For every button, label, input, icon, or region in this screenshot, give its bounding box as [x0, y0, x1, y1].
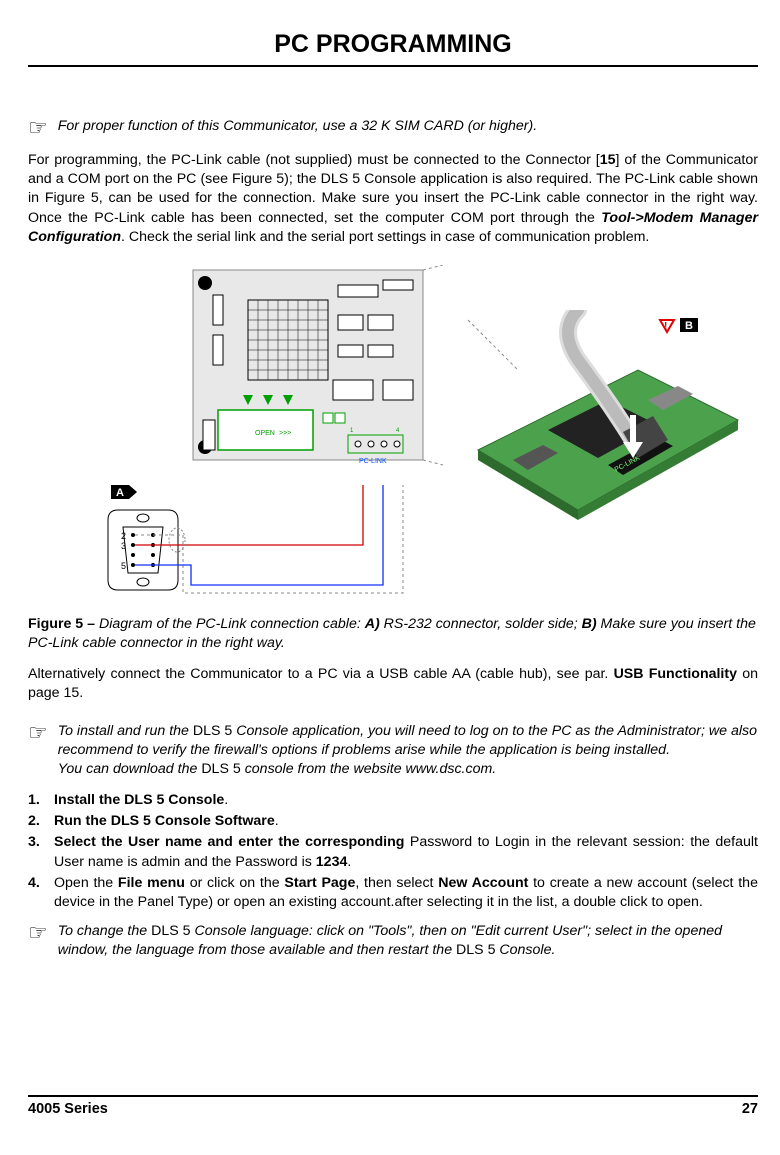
svg-text:>>>: >>> — [279, 430, 291, 437]
pointing-hand-icon: ☞ — [28, 922, 48, 944]
pointing-hand-icon: ☞ — [28, 117, 48, 139]
t: Install the DLS 5 Console — [54, 792, 224, 808]
figure-5: OPEN >>> 1 4 PC-LINK — [28, 265, 758, 605]
t: . Check the serial link and the serial p… — [121, 229, 649, 245]
t: Open the — [54, 875, 118, 891]
t: , then select — [355, 875, 438, 891]
t: You can download the — [58, 761, 202, 777]
t: 3 — [121, 541, 126, 551]
t: 3. — [28, 833, 54, 871]
alt-paragraph: Alternatively connect the Communicator t… — [28, 665, 758, 703]
iso-diagram: ! B PC-LINK — [458, 310, 748, 520]
pclink-label: PC-LINK — [359, 458, 387, 465]
note-1-text: For proper function of this Communicator… — [58, 117, 758, 136]
step-3: 3. Select the User name and enter the co… — [28, 833, 758, 871]
t: Run the DLS 5 Console Software — [54, 813, 275, 829]
t: DLS 5 — [193, 723, 232, 739]
page-title: PC PROGRAMMING — [28, 30, 758, 59]
t: Start Page — [284, 875, 355, 891]
step-1: 1. Install the DLS 5 Console. — [28, 791, 758, 810]
badge-a-label: A — [116, 487, 124, 499]
db9-diagram: A 2 3 5 — [103, 485, 443, 605]
badge-b-label: B — [685, 320, 693, 332]
t: To install and run the — [58, 723, 193, 739]
t: . — [347, 854, 351, 870]
t: File menu — [118, 875, 185, 891]
t: For programming, the PC-Link cable (not … — [28, 152, 600, 168]
pcb-diagram: OPEN >>> 1 4 PC-LINK — [183, 265, 443, 495]
pointing-hand-icon: ☞ — [28, 722, 48, 744]
t: 2 — [121, 531, 126, 541]
t: console from the website www.dsc.com. — [241, 761, 496, 777]
note-2: ☞ To install and run the DLS 5 Console a… — [28, 722, 758, 780]
t: 15 — [600, 152, 616, 168]
t: RS-232 connector, solder side; — [380, 616, 582, 632]
t: . — [275, 813, 279, 829]
t: 4. — [28, 874, 54, 912]
step-4: 4. Open the File menu or click on the St… — [28, 874, 758, 912]
t: USB Functionality — [614, 666, 737, 682]
note-2-text: To install and run the DLS 5 Console app… — [58, 722, 758, 780]
t: 1. — [28, 791, 54, 810]
note-3: ☞ To change the DLS 5 Console language: … — [28, 922, 758, 960]
t: 5 — [121, 561, 126, 571]
note-1: ☞ For proper function of this Communicat… — [28, 117, 758, 139]
t: New Account — [438, 875, 528, 891]
t: Select the User name and enter the corre… — [54, 834, 404, 850]
t: . — [224, 792, 228, 808]
t: or click on the — [185, 875, 284, 891]
footer-rule — [28, 1095, 758, 1097]
t: DLS 5 — [201, 761, 240, 777]
note-3-text: To change the DLS 5 Console language: cl… — [58, 922, 758, 960]
page-number: 27 — [742, 1101, 758, 1117]
t: To change the — [58, 923, 151, 939]
t: DLS 5 — [456, 942, 495, 958]
t: DLS 5 — [151, 923, 190, 939]
figure-caption: Figure 5 – Diagram of the PC-Link connec… — [28, 615, 758, 653]
open-label: OPEN — [255, 430, 275, 437]
t: Alternatively connect the Communicator t… — [28, 666, 614, 682]
footer-series: 4005 Series — [28, 1101, 108, 1117]
t: Console. — [495, 942, 555, 958]
t: A) — [365, 616, 380, 632]
t: Figure 5 – — [28, 616, 99, 632]
step-2: 2. Run the DLS 5 Console Software. — [28, 812, 758, 831]
t: B) — [582, 616, 597, 632]
t: 2. — [28, 812, 54, 831]
svg-text:!: ! — [664, 321, 667, 332]
install-steps: 1. Install the DLS 5 Console. 2. Run the… — [28, 791, 758, 912]
title-rule — [28, 65, 758, 67]
t: 1234 — [316, 854, 348, 870]
intro-paragraph: For programming, the PC-Link cable (not … — [28, 151, 758, 247]
t: Diagram of the PC-Link connection cable: — [99, 616, 365, 632]
page-footer: 4005 Series 27 — [28, 1095, 758, 1117]
